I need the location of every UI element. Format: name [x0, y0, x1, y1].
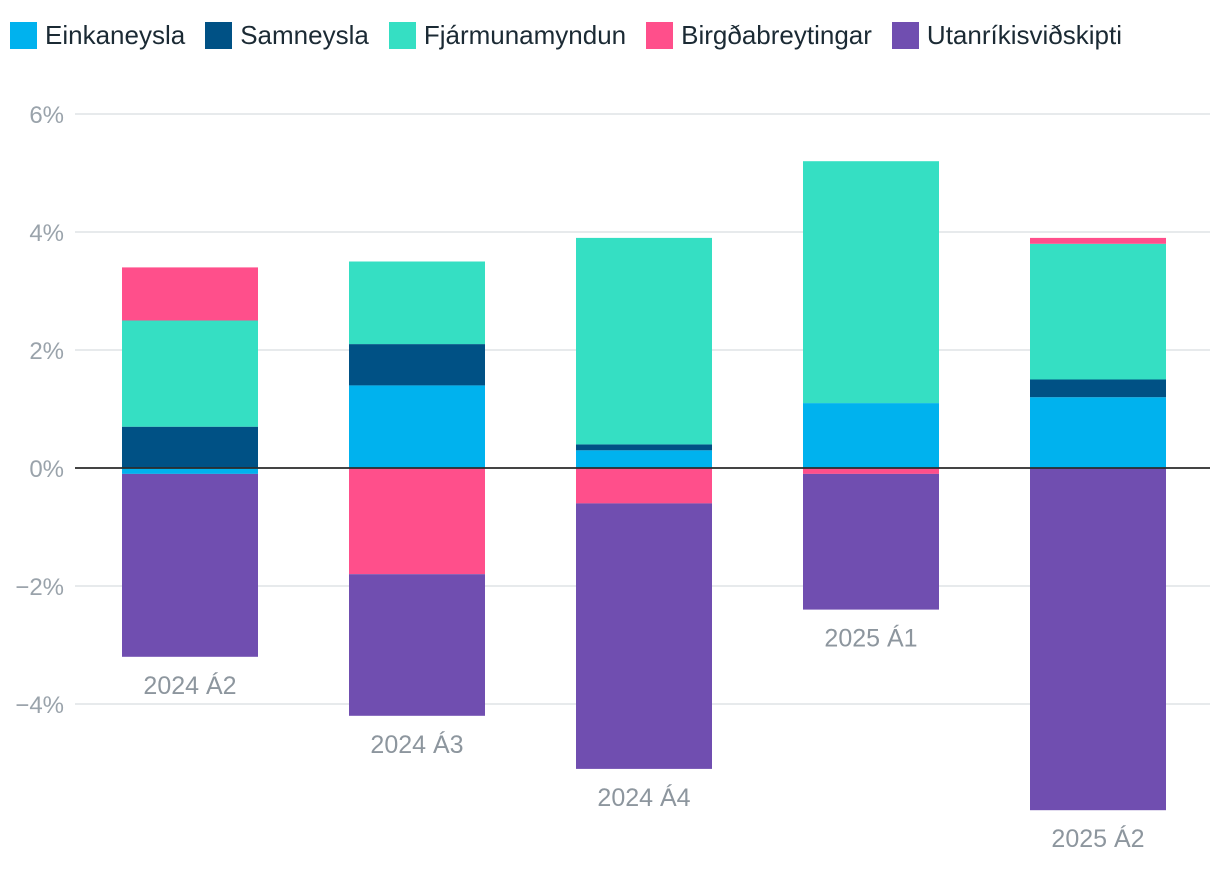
- bar-segment: [803, 473, 939, 610]
- legend-item-fjarmunamyndun: Fjármunamyndun: [388, 20, 627, 51]
- bars: [122, 161, 1166, 811]
- bar-segment: [122, 468, 258, 474]
- y-tick-label: 4%: [29, 220, 64, 247]
- category-label: 2024 Á4: [597, 783, 690, 812]
- y-tick-label: 0%: [29, 456, 64, 483]
- bar-segment: [122, 473, 258, 657]
- legend-swatch: [10, 22, 37, 49]
- bar-segment: [349, 344, 485, 386]
- legend-label: Samneysla: [240, 20, 369, 50]
- bar-segment: [803, 468, 939, 474]
- y-tick-label: 2%: [29, 338, 64, 365]
- category-labels: 2024 Á2 2024 Á3 2024 Á4 2025 Á1 2025 Á2: [143, 624, 1144, 854]
- legend-item-utanrikisvidskipti: Utanríkisviðskipti: [891, 20, 1122, 51]
- legend-item-birgdabreytingar: Birgðabreytingar: [646, 20, 872, 51]
- bar-segment: [122, 267, 258, 321]
- bar-segment: [349, 468, 485, 575]
- bar-segment: [349, 261, 485, 345]
- y-tick-label: −4%: [15, 692, 64, 719]
- legend: Einkaneysla Samneysla Fjármunamyndun Bir…: [10, 20, 1142, 51]
- bar-segment: [122, 426, 258, 468]
- bar-segment: [349, 574, 485, 716]
- category-label: 2024 Á2: [143, 671, 236, 700]
- category-label: 2025 Á1: [824, 624, 917, 653]
- bar-segment: [122, 320, 258, 427]
- bar-segment: [576, 503, 712, 769]
- bar-segment: [576, 444, 712, 451]
- bar-segment: [1030, 397, 1166, 468]
- y-axis-ticks: 6% 4% 2% 0% −2% −4%: [15, 102, 64, 719]
- bar-segment: [1030, 468, 1166, 811]
- legend-label: Fjármunamyndun: [423, 20, 627, 50]
- legend-swatch: [891, 22, 919, 49]
- legend-swatch: [205, 22, 233, 49]
- bar-segment: [1030, 243, 1166, 380]
- legend-swatch: [646, 22, 674, 49]
- legend-label: Birgðabreytingar: [681, 20, 872, 50]
- bar-segment: [803, 161, 939, 404]
- bar-segment: [803, 403, 939, 468]
- y-tick-label: −2%: [15, 574, 64, 601]
- legend-swatch: [388, 22, 416, 49]
- legend-label: Utanríkisviðskipti: [926, 20, 1122, 50]
- bar-segment: [1030, 237, 1166, 244]
- bar-segment: [576, 468, 712, 504]
- category-label: 2024 Á3: [370, 730, 463, 759]
- y-tick-label: 6%: [29, 102, 64, 129]
- category-label: 2025 Á2: [1051, 824, 1144, 853]
- bar-segment: [576, 237, 712, 445]
- bar-segment: [349, 385, 485, 468]
- bar-segment: [1030, 379, 1166, 398]
- legend-label: Einkaneysla: [45, 20, 186, 50]
- legend-item-samneysla: Samneysla: [205, 20, 369, 51]
- legend-item-einkaneysla: Einkaneysla: [10, 20, 185, 51]
- bar-segment: [576, 450, 712, 468]
